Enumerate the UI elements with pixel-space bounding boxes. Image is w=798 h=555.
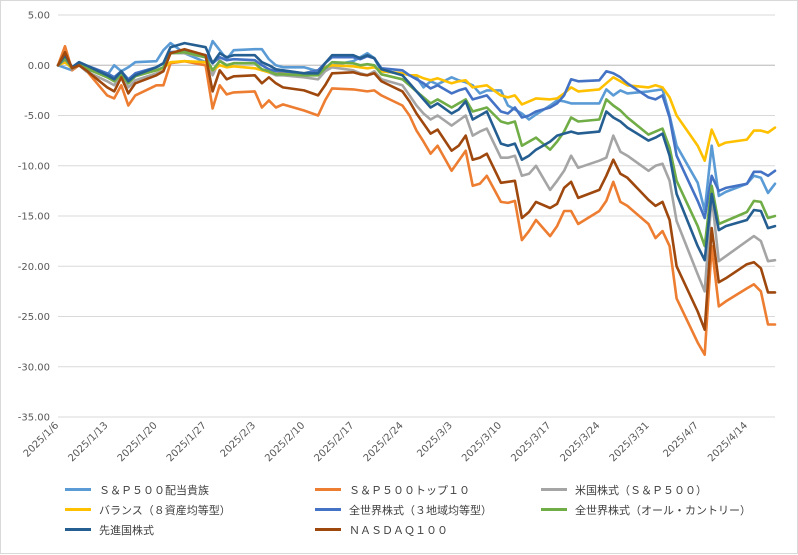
series-line-8: [56, 47, 777, 331]
legend-swatch: [541, 488, 567, 491]
y-tick-label: 0.00: [28, 61, 50, 72]
series-line-4: [56, 59, 777, 162]
legend-swatch: [65, 488, 91, 491]
x-tick-label: 2025/1/13: [66, 420, 110, 464]
y-tick-label: 5.00: [28, 11, 50, 22]
x-tick-label: 2025/4/14: [706, 420, 750, 464]
x-tick-label: 2025/3/3: [415, 420, 455, 460]
x-tick-label: 2025/2/10: [263, 420, 307, 464]
legend-swatch: [315, 528, 341, 531]
legend-label: Ｓ＆Ｐ５００トップ１０: [349, 483, 470, 497]
y-tick-label: -30.00: [18, 362, 50, 373]
y-tick-label: -35.00: [18, 413, 50, 424]
legend-label: ＮＡＳＤＡＱ１００: [349, 523, 448, 537]
legend-label: 全世界株式（３地域均等型）: [349, 503, 492, 517]
legend-label: 米国株式（Ｓ＆Ｐ５００）: [575, 483, 707, 497]
series-lines: [56, 39, 777, 357]
series-line-3: [56, 51, 777, 293]
legend-label: バランス（８資産均等型）: [99, 503, 231, 517]
y-tick-label: -10.00: [18, 161, 50, 172]
x-tick-label: 2025/3/24: [559, 420, 603, 464]
legend-label: 先進国株式: [99, 523, 154, 537]
legend-swatch: [65, 508, 91, 511]
legend-swatch: [541, 508, 567, 511]
legend-swatch: [65, 528, 91, 531]
legend-item: Ｓ＆Ｐ５００配当貴族: [65, 481, 315, 498]
y-tick-label: -25.00: [18, 312, 50, 323]
legend-item: Ｓ＆Ｐ５００トップ１０: [315, 481, 541, 498]
legend-item: バランス（８資産均等型）: [65, 501, 315, 518]
legend-swatch: [315, 488, 341, 491]
y-tick-label: -5.00: [24, 111, 50, 122]
x-tick-label: 2025/2/24: [362, 420, 406, 464]
x-tick-label: 2025/1/27: [165, 420, 209, 464]
legend-item: 全世界株式（３地域均等型）: [315, 501, 541, 518]
x-tick-label: 2025/1/20: [116, 420, 160, 464]
x-tick-label: 2025/4/7: [661, 420, 701, 460]
x-tick-label: 2025/3/17: [509, 420, 553, 464]
x-tick-label: 2025/3/10: [460, 420, 504, 464]
legend-label: Ｓ＆Ｐ５００配当貴族: [99, 483, 209, 497]
legend-item: 先進国株式: [65, 521, 315, 538]
x-tick-label: 2025/3/31: [608, 420, 652, 464]
x-tick-label: 2025/2/17: [312, 420, 356, 464]
legend: Ｓ＆Ｐ５００配当貴族 Ｓ＆Ｐ５００トップ１０ 米国株式（Ｓ＆Ｐ５００） バランス（８資…: [65, 481, 785, 538]
x-tick-label: 2025/2/3: [219, 420, 259, 460]
series-line-7: [56, 41, 777, 262]
series-line-6: [56, 50, 777, 248]
legend-item: ＮＡＳＤＡＱ１００: [315, 521, 541, 538]
y-tick-label: -20.00: [18, 262, 50, 273]
legend-item: 米国株式（Ｓ＆Ｐ５００）: [541, 481, 785, 498]
legend-label: 全世界株式（オール・カントリー）: [575, 503, 751, 517]
legend-item: 全世界株式（オール・カントリー）: [541, 501, 785, 518]
y-tick-label: -15.00: [18, 212, 50, 223]
legend-swatch: [315, 508, 341, 511]
x-tick-label: 2025/1/6: [22, 420, 62, 460]
